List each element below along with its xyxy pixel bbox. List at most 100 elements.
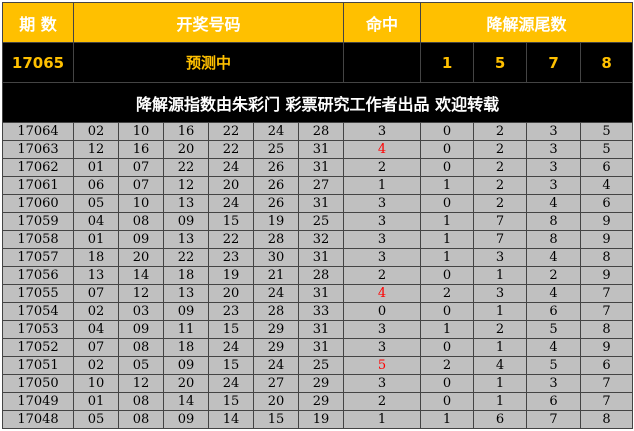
tail-cell: 7 — [473, 212, 528, 231]
period-cell: 17054 — [2, 302, 74, 321]
number-cell: 01 — [73, 230, 119, 249]
tail-cell: 6 — [580, 158, 634, 177]
number-cell: 20 — [253, 392, 299, 411]
number-cell: 20 — [208, 176, 254, 195]
hits-cell: 1 — [343, 410, 422, 429]
number-cell: 08 — [118, 212, 164, 231]
number-cell: 31 — [297, 140, 345, 159]
number-cell: 12 — [163, 176, 209, 195]
number-cell: 15 — [208, 320, 254, 339]
tail-cell: 6 — [526, 302, 582, 321]
tail-cell: 4 — [473, 356, 528, 375]
number-cell: 15 — [208, 212, 254, 231]
tail-cell: 2 — [420, 356, 475, 375]
number-cell: 14 — [208, 410, 254, 429]
number-cell: 08 — [118, 392, 164, 411]
hits-cell: 1 — [343, 176, 422, 195]
tail-cell: 3 — [526, 176, 582, 195]
tail-cell: 4 — [526, 194, 582, 213]
number-cell: 08 — [118, 410, 164, 429]
number-cell: 23 — [208, 248, 254, 267]
number-cell: 16 — [118, 140, 164, 159]
number-cell: 26 — [253, 176, 299, 195]
tail-cell: 7 — [580, 284, 634, 303]
prediction-tail: 1 — [420, 42, 475, 83]
tail-cell: 4 — [526, 248, 582, 267]
tail-cell: 3 — [473, 284, 528, 303]
prediction-row: 17065 预测中 1 5 7 8 — [2, 42, 634, 83]
hits-cell: 3 — [343, 320, 422, 339]
number-cell: 04 — [73, 320, 119, 339]
hits-cell: 4 — [343, 284, 422, 303]
number-cell: 13 — [163, 284, 209, 303]
number-cell: 10 — [73, 374, 119, 393]
hits-cell: 2 — [343, 266, 422, 285]
tail-cell: 1 — [420, 212, 475, 231]
period-cell: 17051 — [2, 356, 74, 375]
hits-cell: 3 — [343, 212, 422, 231]
tail-cell: 3 — [526, 158, 582, 177]
number-cell: 22 — [163, 158, 209, 177]
tail-cell: 8 — [526, 230, 582, 249]
tail-cell: 6 — [526, 392, 582, 411]
tail-cell: 0 — [420, 122, 475, 141]
number-cell: 13 — [163, 230, 209, 249]
period-cell: 17063 — [2, 140, 74, 159]
number-cell: 13 — [73, 266, 119, 285]
table-row: 17056 13 14 18 19 21 28 2 0 1 2 9 — [2, 266, 634, 285]
prediction-status: 预测中 — [72, 42, 345, 83]
number-cell: 05 — [73, 410, 119, 429]
tail-cell: 1 — [420, 320, 475, 339]
tail-cell: 6 — [580, 356, 634, 375]
hits-cell: 2 — [343, 158, 422, 177]
number-cell: 18 — [163, 266, 209, 285]
tail-cell: 6 — [473, 410, 528, 429]
number-cell: 15 — [253, 410, 299, 429]
number-cell: 24 — [208, 158, 254, 177]
header-period: 期 数 — [2, 2, 74, 43]
number-cell: 22 — [163, 248, 209, 267]
number-cell: 22 — [208, 122, 254, 141]
number-cell: 03 — [118, 302, 164, 321]
tail-cell: 2 — [420, 284, 475, 303]
period-cell: 17058 — [2, 230, 74, 249]
number-cell: 15 — [208, 392, 254, 411]
number-cell: 14 — [118, 266, 164, 285]
tail-cell: 5 — [526, 320, 582, 339]
number-cell: 24 — [208, 374, 254, 393]
number-cell: 04 — [73, 212, 119, 231]
number-cell: 33 — [297, 302, 345, 321]
number-cell: 29 — [297, 392, 345, 411]
number-cell: 14 — [163, 392, 209, 411]
tail-cell: 1 — [473, 266, 528, 285]
number-cell: 31 — [297, 158, 345, 177]
tail-cell: 4 — [526, 284, 582, 303]
number-cell: 23 — [208, 302, 254, 321]
tail-cell: 9 — [580, 230, 634, 249]
number-cell: 28 — [253, 302, 299, 321]
period-cell: 17050 — [2, 374, 74, 393]
number-cell: 29 — [253, 320, 299, 339]
prediction-period: 17065 — [2, 42, 74, 83]
table-row: 17048 05 08 09 14 15 19 1 1 6 7 8 — [2, 410, 634, 429]
note-text: 降解源指数由朱彩门 彩票研究工作者出品 欢迎转载 — [1, 82, 634, 123]
number-cell: 05 — [118, 356, 164, 375]
number-cell: 09 — [163, 302, 209, 321]
tail-cell: 0 — [420, 158, 475, 177]
period-cell: 17061 — [2, 176, 74, 195]
tail-cell: 7 — [580, 302, 634, 321]
hits-cell: 3 — [343, 230, 422, 249]
hits-cell: 0 — [343, 302, 422, 321]
tail-cell: 9 — [580, 338, 634, 357]
tail-cell: 0 — [420, 194, 475, 213]
tail-cell: 7 — [580, 392, 634, 411]
number-cell: 06 — [73, 176, 119, 195]
prediction-tail: 7 — [526, 42, 582, 83]
number-cell: 09 — [163, 356, 209, 375]
tail-cell: 1 — [420, 248, 475, 267]
hits-cell: 3 — [343, 122, 422, 141]
tail-cell: 8 — [580, 410, 634, 429]
number-cell: 20 — [118, 248, 164, 267]
tail-cell: 4 — [580, 176, 634, 195]
